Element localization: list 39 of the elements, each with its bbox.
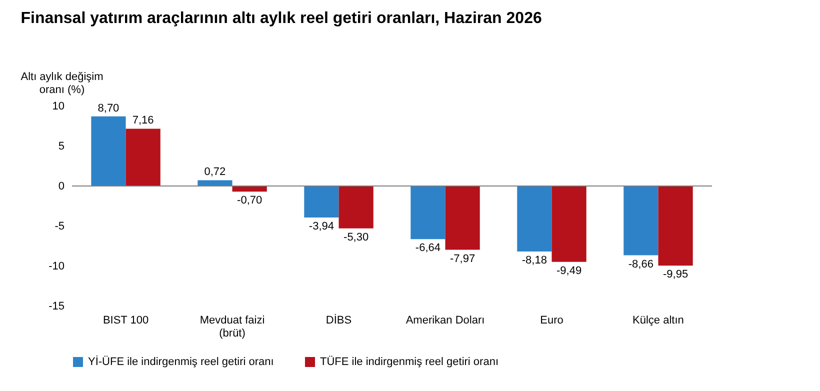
bar bbox=[445, 186, 480, 250]
y-axis-title: Altı aylık değişim oranı (%) bbox=[20, 71, 104, 96]
x-tick-label: Mevduat faizi (brüt) bbox=[200, 314, 265, 340]
y-tick-label: -5 bbox=[54, 220, 64, 232]
bar bbox=[410, 186, 446, 240]
data-label: -8,18 bbox=[522, 254, 547, 266]
legend-label: TÜFE ile indirgenmiş reel getiri oranı bbox=[320, 355, 499, 368]
bar bbox=[658, 186, 693, 266]
bar bbox=[338, 186, 374, 228]
x-tick-label: Amerikan Doları bbox=[406, 314, 485, 326]
data-label: -9,49 bbox=[556, 264, 582, 277]
data-label: -7,97 bbox=[450, 252, 476, 265]
data-label: -9,95 bbox=[662, 268, 688, 281]
data-label: -3,94 bbox=[308, 220, 334, 233]
data-label: -6,64 bbox=[415, 242, 440, 254]
bar bbox=[624, 186, 658, 256]
y-tick-label: -15 bbox=[48, 300, 64, 312]
data-label: 7,16 bbox=[132, 114, 154, 127]
legend-label: Yİ-ÜFE ile indirgenmiş reel getiri oranı bbox=[88, 355, 274, 368]
x-tick-label: Euro bbox=[540, 314, 564, 326]
x-tick-label: DİBS bbox=[326, 314, 352, 326]
data-label: 8,70 bbox=[98, 102, 120, 114]
bar bbox=[552, 186, 586, 262]
bar bbox=[304, 186, 339, 218]
x-tick-label: Külçe altın bbox=[632, 314, 684, 326]
y-tick-label: 0 bbox=[58, 180, 64, 192]
y-tick-label: -10 bbox=[48, 260, 64, 272]
x-tick-label: BIST 100 bbox=[102, 314, 149, 326]
bar bbox=[91, 116, 126, 186]
y-tick-label: 5 bbox=[58, 140, 64, 152]
bar bbox=[198, 180, 232, 186]
bar bbox=[517, 186, 552, 252]
chart-title: Finansal yatırım araçlarının altı aylık reel getiri oranları, Haziran 2026 bbox=[20, 10, 542, 27]
data-label: -5,30 bbox=[344, 231, 369, 244]
y-tick-label: 10 bbox=[52, 100, 64, 112]
data-label: -8,66 bbox=[628, 258, 654, 270]
data-label: -0,70 bbox=[237, 194, 262, 207]
data-label: 0,72 bbox=[204, 166, 226, 178]
bar bbox=[126, 128, 160, 186]
